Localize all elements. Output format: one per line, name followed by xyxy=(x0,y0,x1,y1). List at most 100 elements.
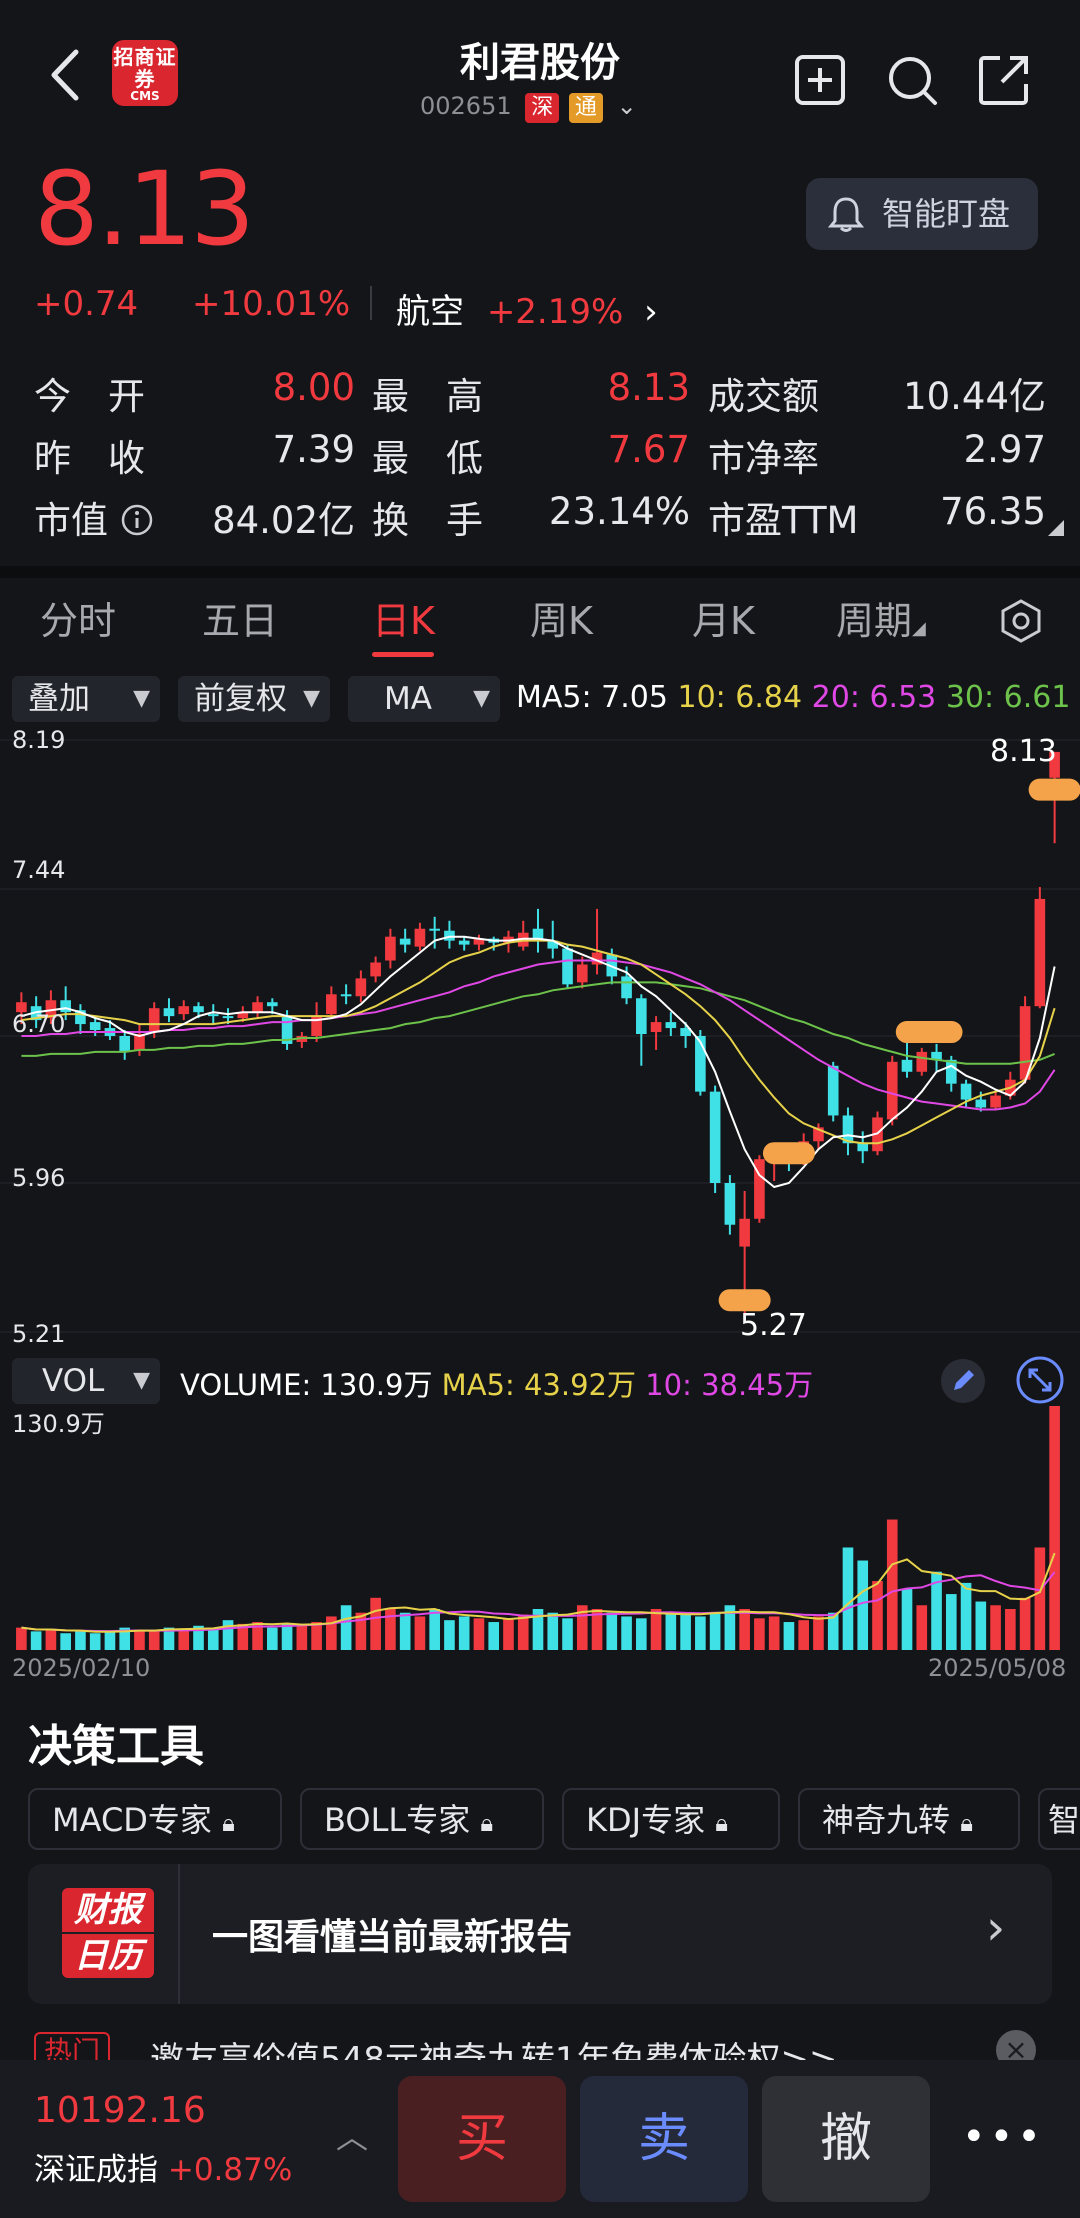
stock-name[interactable]: 利君股份 xyxy=(460,40,620,86)
candle-body xyxy=(1049,751,1060,778)
candle-body xyxy=(990,1095,1001,1108)
tool-boll[interactable]: BOLL专家 🔒︎ xyxy=(300,1788,544,1850)
tab-monthly-k[interactable]: 月K xyxy=(692,599,755,643)
x-start-date: 2025/02/10 xyxy=(12,1654,151,1682)
candle-body xyxy=(562,948,573,985)
report-text: 一图看懂当前最新报告 xyxy=(212,1917,573,1958)
report-card[interactable]: 财报 日历 一图看懂当前最新报告 › xyxy=(28,1864,1052,2004)
lock-icon: 🔒︎ xyxy=(960,1809,973,1837)
candle-body xyxy=(739,1218,750,1247)
volume-bar xyxy=(222,1620,234,1650)
indicator-select[interactable]: MA ▼ xyxy=(348,676,500,722)
volume-chart[interactable] xyxy=(0,1404,1080,1652)
more-icon[interactable]: ••• xyxy=(962,2114,1045,2160)
logo-text: 招商证券 xyxy=(113,45,177,91)
chart-settings-icon[interactable] xyxy=(998,598,1044,644)
volume-bar xyxy=(591,1608,603,1650)
volume-bar xyxy=(754,1618,765,1650)
search-icon[interactable] xyxy=(884,52,940,108)
candle-body xyxy=(945,1059,957,1084)
volume-bar xyxy=(709,1612,721,1650)
market-cap-label-wrap[interactable]: 市值 xyxy=(34,490,154,544)
buy-button[interactable]: 买 xyxy=(398,2076,566,2202)
candle-body xyxy=(355,978,367,997)
volume-bar xyxy=(444,1620,455,1650)
lock-icon: 🔒︎ xyxy=(715,1809,729,1837)
hot-text: 邀友享价值548元神奇九转1年免费体验权>> xyxy=(150,2040,838,2060)
top-nav-bar: 招商证券 CMS 利君股份 002651 深 通 ⌄ xyxy=(0,0,1080,150)
index-value[interactable]: 10192.16 xyxy=(34,2090,206,2131)
fullscreen-icon[interactable] xyxy=(1016,1356,1064,1404)
ma5-line xyxy=(21,935,1056,1189)
volume-value: VOLUME: 130.9万 xyxy=(180,1368,433,1402)
sell-button[interactable]: 卖 xyxy=(580,2076,748,2202)
adjust-select[interactable]: 前复权 ▼ xyxy=(178,676,330,722)
share-icon[interactable] xyxy=(976,52,1032,108)
candle-body xyxy=(960,1083,972,1100)
report-logo-bottom: 日历 xyxy=(62,1934,154,1978)
ma-legend: MA5: 7.05 10: 6.84 20: 6.53 30: 6.61 xyxy=(516,680,1070,715)
vol-select[interactable]: VOL ▼ xyxy=(12,1358,160,1404)
y-tick-label: 8.19 xyxy=(12,726,66,754)
tab-period[interactable]: 周期◢ xyxy=(836,590,926,645)
sector-link[interactable]: 航空 +2.19% › xyxy=(396,284,658,333)
close-icon[interactable]: × xyxy=(996,2030,1036,2060)
tab-intraday[interactable]: 分时 xyxy=(40,599,117,643)
volume-bar xyxy=(916,1605,928,1650)
candle-body xyxy=(75,1010,86,1025)
candle-body xyxy=(532,928,544,941)
tool-nine-turn[interactable]: 神奇九转 🔒︎ xyxy=(798,1788,1020,1850)
info-icon xyxy=(121,504,153,536)
volume-bar xyxy=(75,1631,86,1650)
candle-body xyxy=(473,938,485,945)
overlay-select[interactable]: 叠加 ▼ xyxy=(12,676,160,722)
candle-body xyxy=(134,1034,145,1050)
volume-bar xyxy=(768,1616,780,1650)
tab-daily-k[interactable]: 日K xyxy=(372,599,435,643)
indicator-label: MA xyxy=(384,681,432,717)
lock-icon: 🔒︎ xyxy=(222,1809,235,1837)
hot-banner[interactable]: 热门 邀友享价值548元神奇九转1年免费体验权>> × xyxy=(0,2024,1080,2060)
volume-bar xyxy=(931,1571,942,1650)
smart-watch-button[interactable]: 智能盯盘 xyxy=(806,178,1038,250)
candle-body xyxy=(444,930,455,941)
volume-bar xyxy=(503,1618,514,1650)
ma20-line xyxy=(21,959,1056,1111)
back-arrow-icon[interactable] xyxy=(36,40,96,110)
volume-bar xyxy=(960,1582,972,1650)
volume-max-label: 130.9万 xyxy=(12,1410,105,1438)
sector-name: 航空 xyxy=(396,292,464,332)
volume-bar xyxy=(1019,1597,1031,1650)
tab-five-day[interactable]: 五日 xyxy=(202,599,279,643)
decision-tools-title: 决策工具 xyxy=(28,1721,204,1772)
ma20-value: 20: 6.53 xyxy=(811,680,937,715)
volume-bar xyxy=(724,1605,736,1650)
ma10-line xyxy=(21,939,1056,1145)
candle-body xyxy=(207,1014,219,1017)
prev-close-value: 7.39 xyxy=(272,428,355,471)
candlestick-chart[interactable] xyxy=(0,720,1080,1340)
tool-macd[interactable]: MACD专家 🔒︎ xyxy=(28,1788,282,1850)
open-value: 8.00 xyxy=(272,366,355,409)
y-tick-label: 5.21 xyxy=(12,1320,66,1348)
index-row[interactable]: 深证成指 +0.87% xyxy=(34,2144,292,2189)
signal-marker xyxy=(718,1289,771,1312)
stock-code-row[interactable]: 002651 深 通 ⌄ xyxy=(420,92,637,123)
expand-corner-icon[interactable] xyxy=(1048,520,1064,536)
stock-code: 002651 xyxy=(420,92,512,120)
candle-body xyxy=(842,1115,854,1144)
tab-weekly-k[interactable]: 周K xyxy=(530,599,593,643)
cancel-order-button[interactable]: 撤 xyxy=(762,2076,930,2202)
chevron-up-icon[interactable]: ︿ xyxy=(336,2118,369,2156)
tool-more[interactable]: 智 xyxy=(1038,1788,1080,1850)
turnover-amount-label: 成交额 xyxy=(708,375,819,418)
pencil-icon[interactable] xyxy=(940,1358,986,1404)
turnover-rate-value: 23.14% xyxy=(548,490,690,533)
volume-bar xyxy=(886,1519,898,1650)
add-watchlist-icon[interactable] xyxy=(792,52,848,108)
tool-kdj[interactable]: KDJ专家 🔒︎ xyxy=(562,1788,780,1850)
volume-ma10: 10: 38.45万 xyxy=(645,1368,814,1402)
high-price-label: 8.13 xyxy=(990,734,1057,769)
volume-bar xyxy=(945,1594,957,1650)
candle-body xyxy=(266,1002,278,1007)
